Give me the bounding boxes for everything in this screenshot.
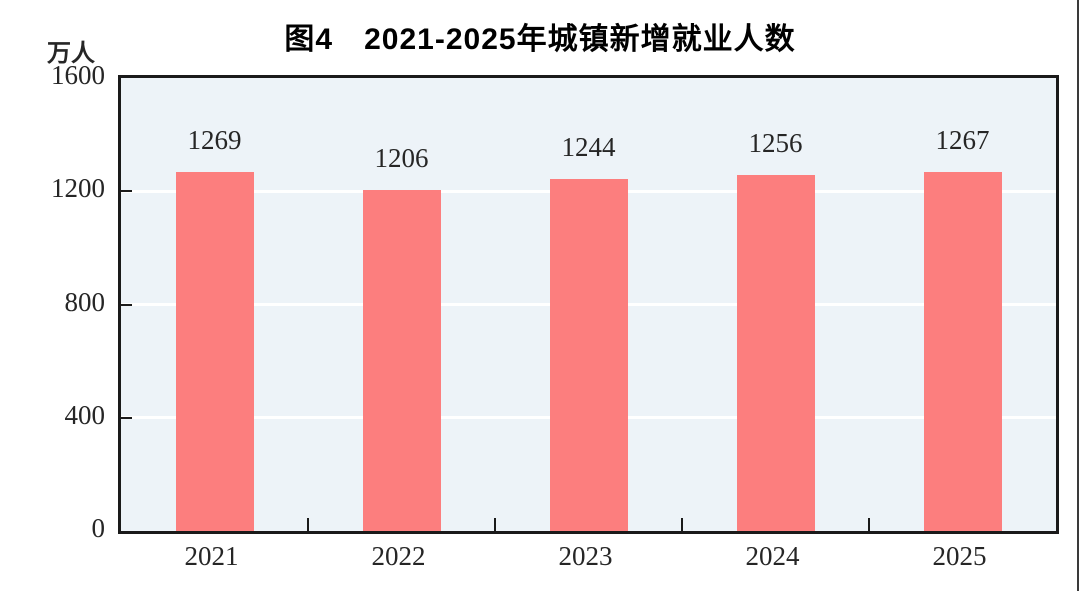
y-axis-label-1200: 1200 [51,173,105,204]
x-axis-label-2024: 2024 [745,541,800,571]
bar-value-label-2023: 1244 [561,131,616,162]
y-axis-label-800: 800 [64,286,106,317]
bar-2022 [362,189,441,531]
x-axis-label-2021: 2021 [184,541,239,571]
y-tick-mark-800 [121,303,132,306]
chart-title: 图4 2021-2025年城镇新增就业人数 [284,23,796,56]
plot-area: 1269 1206 1244 1256 1267 [118,75,1059,534]
bar-2021 [175,171,254,531]
x-axis-label-2025: 2025 [932,541,987,571]
bar-2025 [923,172,1002,531]
x-axis-label-2022: 2022 [371,541,426,571]
x-tick-mark-3 [681,518,683,531]
x-axis-label-2023: 2023 [558,541,613,571]
y-axis-label-1600: 1600 [51,60,105,90]
bar-value-label-2024: 1256 [748,128,803,159]
y-axis-label-0: 0 [91,513,106,543]
y-axis-unit-label: 万人 [47,41,95,67]
bar-value-label-2022: 1206 [374,142,429,173]
bar-value-label-2021: 1269 [187,124,242,155]
x-tick-mark-4 [868,518,870,531]
x-tick-mark-2 [494,518,496,531]
page-edge-line [1077,0,1079,591]
y-axis-label-400: 400 [64,399,106,430]
bar-2024 [736,175,815,531]
bar-value-label-2025: 1267 [935,125,990,156]
x-tick-mark-1 [307,518,309,531]
bar-2023 [549,178,628,531]
y-tick-mark-400 [121,416,132,419]
y-tick-mark-1200 [121,190,132,193]
